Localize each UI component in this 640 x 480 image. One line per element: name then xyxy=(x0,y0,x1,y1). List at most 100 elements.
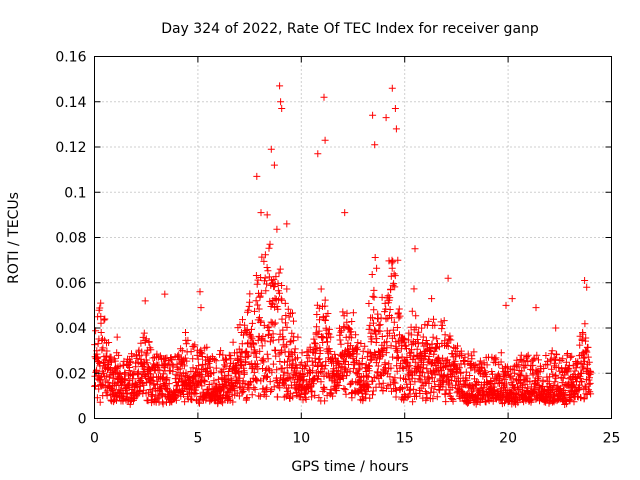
data-point xyxy=(161,290,169,298)
data-point xyxy=(147,346,155,354)
data-point xyxy=(308,357,316,365)
data-point xyxy=(116,369,124,377)
data-point xyxy=(365,362,373,370)
data-point xyxy=(289,393,297,401)
data-point xyxy=(430,378,438,386)
data-point xyxy=(527,397,535,405)
data-point xyxy=(302,389,310,397)
data-point xyxy=(349,355,357,363)
data-point xyxy=(283,220,291,228)
data-point xyxy=(260,358,268,366)
data-point xyxy=(502,380,510,388)
data-point xyxy=(159,400,167,408)
data-point xyxy=(272,273,280,281)
data-point xyxy=(317,285,325,293)
data-point xyxy=(524,351,532,359)
data-point xyxy=(586,379,594,387)
data-point xyxy=(546,357,554,365)
axes: 0 5 10 15 20 25 0 0.02 0.04 0.06 0.08 0.1 0.12 0.14 0.… xyxy=(55,50,620,447)
data-point xyxy=(370,306,378,314)
data-point xyxy=(344,324,352,332)
data-point xyxy=(408,341,416,349)
data-point xyxy=(311,391,319,399)
data-point xyxy=(442,398,450,406)
data-point xyxy=(566,397,574,405)
data-point xyxy=(352,331,360,339)
data-point xyxy=(370,286,378,294)
data-point xyxy=(210,379,218,387)
data-point xyxy=(447,336,455,344)
data-point xyxy=(192,390,200,397)
data-point xyxy=(138,379,146,387)
data-point xyxy=(210,356,218,363)
data-point xyxy=(290,317,297,325)
data-point xyxy=(273,366,281,374)
data-point xyxy=(182,329,189,336)
data-point xyxy=(566,353,574,361)
data-point xyxy=(225,393,233,400)
data-point xyxy=(278,365,286,373)
data-point xyxy=(278,346,285,354)
data-point xyxy=(470,385,478,393)
data-point xyxy=(366,362,373,370)
data-point xyxy=(339,308,347,316)
data-point xyxy=(266,240,274,248)
data-point xyxy=(445,375,453,383)
data-point xyxy=(398,364,406,372)
data-point xyxy=(532,304,540,312)
y-tick-label: 0.16 xyxy=(55,50,86,66)
data-point xyxy=(200,377,208,385)
data-point xyxy=(581,277,589,284)
data-point xyxy=(431,370,439,378)
data-point xyxy=(206,363,214,371)
data-point xyxy=(258,342,266,350)
data-point xyxy=(227,355,235,363)
data-point xyxy=(572,364,580,372)
data-point xyxy=(250,384,258,392)
data-point xyxy=(247,333,255,341)
data-point xyxy=(198,382,206,390)
data-point xyxy=(443,339,451,347)
data-point xyxy=(257,289,265,297)
data-point xyxy=(288,329,296,337)
data-point xyxy=(270,383,278,391)
data-point xyxy=(221,361,228,369)
data-point xyxy=(256,392,264,400)
data-point xyxy=(188,396,196,404)
data-point xyxy=(391,283,399,291)
data-point xyxy=(407,380,414,388)
data-point xyxy=(310,335,318,343)
data-point xyxy=(461,353,469,361)
data-point xyxy=(176,365,184,373)
data-point xyxy=(315,304,323,312)
data-point xyxy=(108,358,115,366)
data-point xyxy=(517,371,525,379)
data-point xyxy=(466,372,474,379)
data-point xyxy=(553,351,561,359)
data-point xyxy=(439,377,447,385)
data-point xyxy=(585,380,593,388)
data-point xyxy=(269,360,277,368)
data-point xyxy=(313,301,321,309)
data-point xyxy=(355,366,363,374)
data-point xyxy=(239,316,246,324)
data-point xyxy=(293,364,301,372)
data-point xyxy=(183,357,191,365)
data-point xyxy=(264,355,272,363)
data-point xyxy=(343,309,351,317)
data-point xyxy=(377,383,385,391)
data-point xyxy=(260,375,267,383)
data-point xyxy=(582,347,590,355)
data-point xyxy=(219,351,227,359)
data-point xyxy=(276,384,284,392)
data-point xyxy=(523,353,531,360)
data-point xyxy=(379,351,387,359)
data-point xyxy=(365,300,373,307)
data-point xyxy=(539,378,547,386)
data-point xyxy=(281,299,289,307)
data-point xyxy=(568,352,576,360)
data-point xyxy=(415,375,423,383)
data-point xyxy=(198,353,206,360)
data-point xyxy=(544,361,552,369)
data-point xyxy=(369,387,377,395)
